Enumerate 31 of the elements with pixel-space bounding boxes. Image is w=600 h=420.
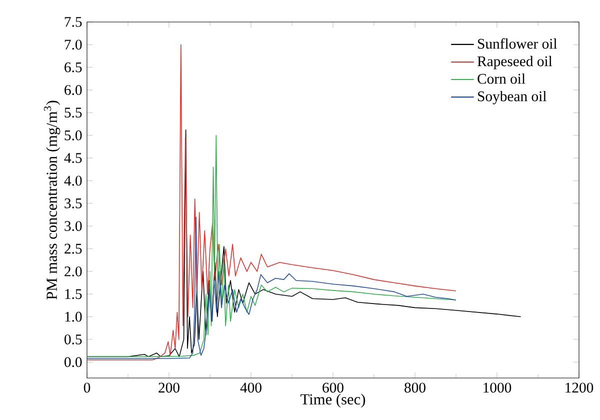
y-tick-label: 1.5 — [65, 289, 82, 300]
y-tick-label: 2.5 — [64, 244, 82, 254]
x-tick-label: 800 — [404, 382, 426, 393]
y-tick-label: 0.0 — [64, 357, 82, 368]
x-tick-label: 600 — [322, 382, 344, 393]
y-tick-label: 7.5 — [64, 17, 82, 27]
legend-label: Rapeseed oil — [477, 56, 552, 70]
y-tick-label: 3.5 — [64, 198, 82, 208]
x-tick-label: 400 — [240, 382, 262, 393]
legend-label: Soybean oil — [478, 90, 546, 104]
y-tick-label: 7.0 — [64, 40, 82, 50]
x-tick-label: 0 — [84, 382, 90, 393]
x-tick-label: 1200 — [566, 382, 594, 393]
y-tick-label: 0.5 — [64, 334, 82, 344]
y-tick-label: 6.0 — [64, 85, 82, 95]
legend-label: Corn oil — [478, 73, 526, 84]
y-tick-label: 6.5 — [64, 62, 82, 72]
y-tick-label: 4.0 — [64, 176, 82, 186]
y-tick-label: 2.0 — [64, 266, 82, 276]
y-tick-label: 5.5 — [64, 108, 82, 118]
y-tick-label: 5.0 — [64, 130, 82, 140]
y-tick-label: 1.0 — [65, 312, 82, 322]
y-tick-label: 4.5 — [64, 153, 82, 163]
x-axis-title: Time (sec) — [300, 394, 366, 408]
y-tick-label: 3.0 — [64, 221, 82, 232]
x-tick-label: 1000 — [484, 382, 512, 393]
line-series — [87, 216, 456, 359]
line-series — [87, 134, 456, 358]
y-axis-title: PM mass concentration (mg/m$^{3}$) — [44, 100, 60, 300]
x-tick-label: 200 — [158, 382, 180, 393]
legend-label: Sunflower oil — [478, 38, 558, 49]
